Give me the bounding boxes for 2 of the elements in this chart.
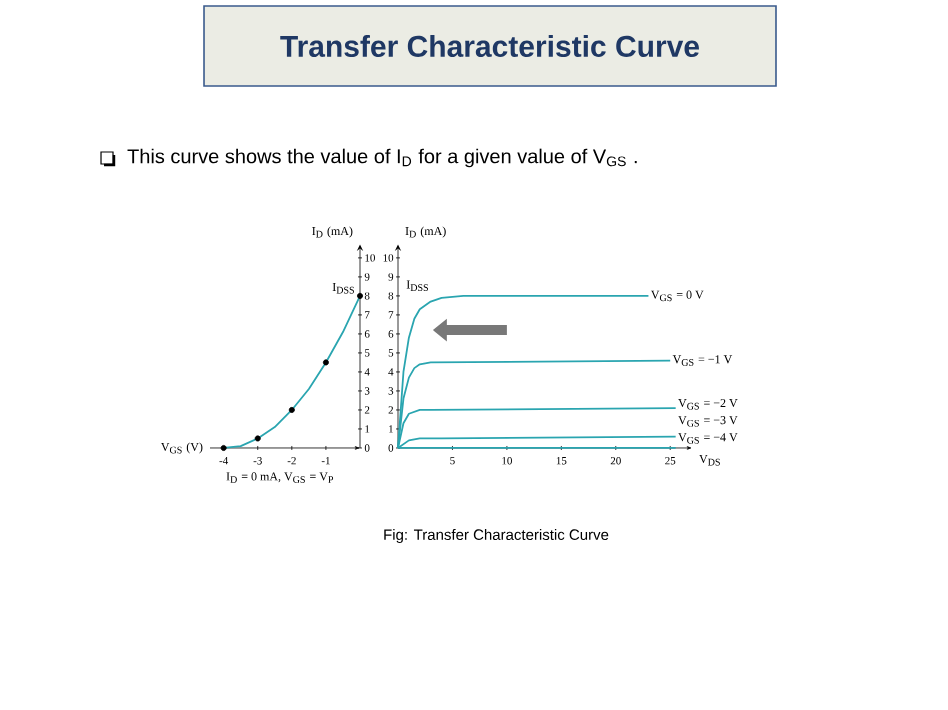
text: Transfer Characteristic Curve (280, 34, 699, 57)
text: This curve shows the value of I$_{D}$ for a given value of V$_{GS}$ . (127, 148, 637, 168)
